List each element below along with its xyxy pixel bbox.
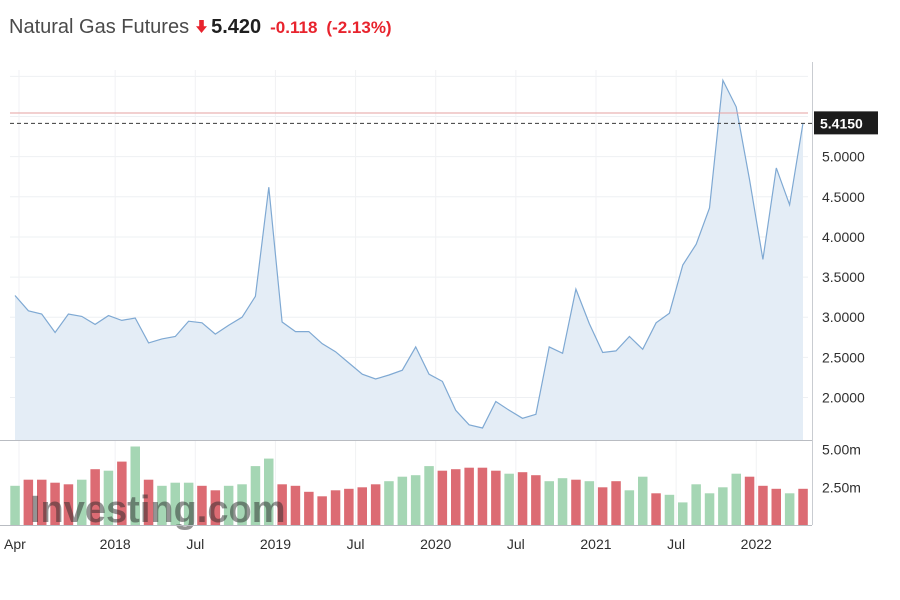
volume-axis-labels: 5.00m 2.50m <box>822 442 861 496</box>
volume-bar <box>718 487 728 525</box>
last-price: 5.420 <box>211 16 262 38</box>
volume-bar <box>704 493 715 525</box>
volume-bar <box>277 484 287 525</box>
time-tick-label: Jul <box>347 536 365 552</box>
volume-bar <box>624 490 635 525</box>
price-tick-label: 3.5000 <box>822 269 865 285</box>
volume-bar <box>317 496 327 525</box>
volume-bar <box>264 458 274 525</box>
volume-bar <box>557 478 568 525</box>
volume-bar <box>250 466 261 525</box>
volume-bar <box>451 469 461 525</box>
volume-bar <box>90 469 100 525</box>
volume-bar <box>50 482 60 525</box>
price-tick-label: 4.5000 <box>822 189 865 205</box>
volume-bar <box>491 470 501 525</box>
volume-bar <box>397 476 408 525</box>
volume-bar <box>544 481 554 525</box>
volume-bar <box>424 466 434 525</box>
time-tick-label: 2020 <box>420 536 451 552</box>
price-tick-label: 5.0000 <box>822 149 865 165</box>
volume-bar <box>477 467 488 525</box>
price-axis-labels: 2.0000 2.5000 3.0000 3.5000 4.0000 4.5000 5.00… <box>822 149 865 406</box>
quote-header: Natural Gas Futures 5.420 -0.118 (-2.13%… <box>9 16 392 39</box>
time-tick-label: Jul <box>667 536 685 552</box>
price-tick-label: 2.5000 <box>822 349 865 365</box>
time-axis-labels: Apr 2018 Jul 2019 Jul 2020 Jul 2021 Jul 2022 <box>4 536 772 552</box>
volume-bar <box>370 484 381 525</box>
volume-bar <box>330 490 341 525</box>
volume-bar <box>304 491 314 525</box>
volume-bars <box>10 446 808 525</box>
price-change-percent: (-2.13%) <box>326 18 392 37</box>
volume-bar <box>10 485 20 525</box>
time-tick-label: Jul <box>507 536 525 552</box>
volume-bar <box>37 479 47 525</box>
volume-bar <box>157 485 167 525</box>
volume-tick-label: 2.50m <box>822 479 861 495</box>
volume-bar <box>584 481 595 525</box>
volume-bar <box>798 488 808 525</box>
current-price-label: 5.4150 <box>820 115 863 131</box>
volume-bar <box>784 493 795 525</box>
volume-bar <box>384 481 394 525</box>
price-tick-label: 3.0000 <box>822 309 865 325</box>
time-tick-label: 2022 <box>741 536 772 552</box>
volume-bar <box>437 470 448 525</box>
volume-bar <box>517 472 528 525</box>
volume-bar <box>611 481 621 525</box>
volume-bar <box>237 484 247 525</box>
volume-bar <box>143 479 154 525</box>
volume-bar <box>678 502 688 525</box>
volume-bar <box>638 476 648 525</box>
volume-bar <box>170 482 180 525</box>
volume-bar <box>531 475 541 525</box>
volume-bar <box>357 487 367 525</box>
time-tick-label: 2019 <box>260 536 291 552</box>
volume-bar <box>731 473 741 525</box>
volume-bar <box>464 467 474 525</box>
volume-bar <box>197 485 207 525</box>
volume-bar <box>758 485 768 525</box>
volume-tick-label: 5.00m <box>822 442 861 458</box>
volume-bar <box>63 484 74 525</box>
arrow-down-icon <box>196 20 208 33</box>
volume-bar <box>344 488 354 525</box>
investing-watermark: Investing.com <box>30 489 286 531</box>
price-line <box>14 78 804 429</box>
volume-bar <box>103 470 114 525</box>
time-tick-label: 2021 <box>580 536 611 552</box>
volume-bar <box>77 479 87 525</box>
instrument-title: Natural Gas Futures <box>9 16 190 38</box>
volume-bar <box>223 485 234 525</box>
volume-bar <box>130 446 140 525</box>
volume-bar <box>504 473 514 525</box>
volume-bar <box>597 487 608 525</box>
volume-bar <box>410 475 421 525</box>
volume-bar <box>771 488 781 525</box>
volume-bar <box>664 494 675 525</box>
volume-bar <box>23 479 34 525</box>
volume-bar <box>290 485 301 525</box>
time-tick-label: Apr <box>4 536 26 552</box>
price-tick-label: 2.0000 <box>822 389 865 405</box>
volume-bar <box>571 479 581 525</box>
price-change: -0.118 <box>270 18 318 37</box>
chart-axes <box>0 62 813 526</box>
volume-bar <box>117 461 127 525</box>
volume-bar <box>691 484 701 525</box>
time-tick-label: Jul <box>186 536 204 552</box>
volume-bar <box>210 490 221 525</box>
volume-bar <box>651 493 661 525</box>
price-chart[interactable]: Investing.com 2.0000 2.5000 3.0000 3.5000 4.… <box>0 40 900 600</box>
price-tick-label: 4.0000 <box>822 229 865 245</box>
price-area <box>15 80 803 441</box>
volume-bar <box>744 476 755 525</box>
current-price-tag: 5.4150 <box>814 111 878 135</box>
time-tick-label: 2018 <box>100 536 131 552</box>
volume-bar <box>183 482 194 525</box>
